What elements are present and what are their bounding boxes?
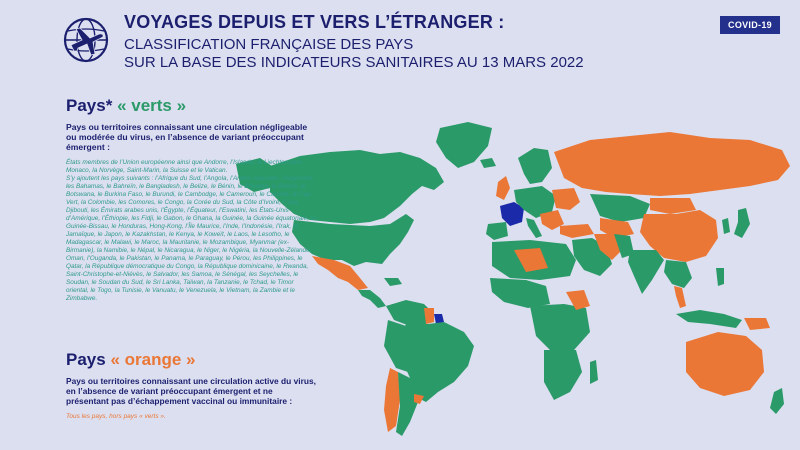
map-turkey	[560, 224, 594, 238]
map-libya-algeria	[514, 248, 548, 272]
map-alaska	[236, 158, 272, 192]
map-greenland	[436, 122, 492, 168]
map-korea	[722, 218, 730, 234]
map-kazakhstan	[590, 194, 650, 222]
map-canada	[270, 150, 444, 224]
map-uruguay	[414, 394, 424, 404]
green-list-part-2: S’y ajoutent les pays suivants : l’Afriq…	[66, 174, 316, 303]
map-france	[500, 202, 524, 226]
map-central-europe	[514, 186, 556, 218]
covid-badge: COVID-19	[720, 16, 780, 34]
map-caribbean	[384, 278, 402, 286]
page-title: VOYAGES DEPUIS ET VERS L’ÉTRANGER :	[124, 12, 505, 32]
map-india	[628, 250, 664, 294]
airplane-globe-icon	[63, 17, 109, 63]
map-central-africa	[530, 304, 590, 350]
map-central-america	[358, 290, 386, 308]
orange-heading-prefix: Pays	[66, 350, 106, 369]
world-map	[236, 122, 790, 436]
map-southeast-asia	[664, 260, 692, 288]
orange-countries-panel: Pays « orange » Pays ou territoires conn…	[66, 350, 316, 420]
map-brazil	[398, 322, 474, 402]
map-madagascar	[590, 360, 598, 384]
green-description: Pays ou territoires connaissant une circ…	[66, 122, 308, 153]
map-ukraine-belarus	[552, 188, 580, 210]
map-scandinavia	[518, 148, 552, 184]
map-chile	[384, 368, 400, 432]
green-section-heading: Pays* « verts »	[66, 96, 316, 116]
map-australia	[686, 332, 764, 396]
map-indonesia	[676, 310, 742, 328]
orange-note: Tous les pays, hors pays « verts ».	[66, 412, 166, 420]
map-mexico	[312, 256, 368, 290]
map-papua	[744, 318, 770, 330]
map-iran	[594, 234, 622, 260]
map-iceland	[480, 158, 496, 168]
page-subtitle: CLASSIFICATION FRANÇAISE DES PAYS SUR LA…	[124, 36, 584, 72]
map-guyana-suriname	[424, 308, 434, 324]
map-philippines	[716, 268, 724, 286]
orange-section-heading: Pays « orange »	[66, 350, 316, 370]
green-heading-prefix: Pays*	[66, 96, 113, 115]
map-central-asia	[600, 218, 634, 238]
map-usa	[292, 214, 414, 266]
map-uk	[496, 176, 510, 200]
map-east-africa-orange	[566, 290, 590, 310]
header: VOYAGES DEPUIS ET VERS L’ÉTRANGER : CLAS…	[0, 0, 800, 88]
orange-description: Pays ou territoires connaissant une circ…	[66, 376, 316, 407]
map-iberia	[486, 222, 508, 240]
map-argentina	[396, 372, 418, 436]
orange-heading-label: « orange »	[110, 350, 196, 369]
map-southern-africa	[544, 350, 582, 400]
map-west-africa	[490, 278, 550, 308]
map-french-guiana	[434, 314, 444, 324]
map-balkans	[540, 210, 564, 230]
map-italy	[526, 218, 542, 238]
subtitle-line-1: CLASSIFICATION FRANÇAISE DES PAYS	[124, 36, 414, 53]
map-peru-bolivia	[384, 320, 408, 372]
map-thailand-malaysia	[674, 286, 686, 308]
map-pakistan-afghanistan	[614, 234, 634, 258]
map-china	[640, 210, 718, 262]
green-countries-panel: Pays* « verts » Pays ou territoires conn…	[66, 96, 316, 303]
map-colombia-venezuela	[386, 300, 434, 326]
map-new-zealand	[770, 388, 784, 414]
subtitle-line-2: SUR LA BASE DES INDICATEURS SANITAIRES A…	[124, 54, 584, 71]
map-japan	[734, 208, 750, 238]
map-russia	[554, 132, 790, 196]
green-heading-label: « verts »	[117, 96, 187, 115]
green-list-part-1: États membres de l’Union européenne ains…	[66, 158, 304, 174]
map-mongolia	[650, 198, 696, 214]
green-country-list: États membres de l’Union européenne ains…	[66, 159, 316, 304]
